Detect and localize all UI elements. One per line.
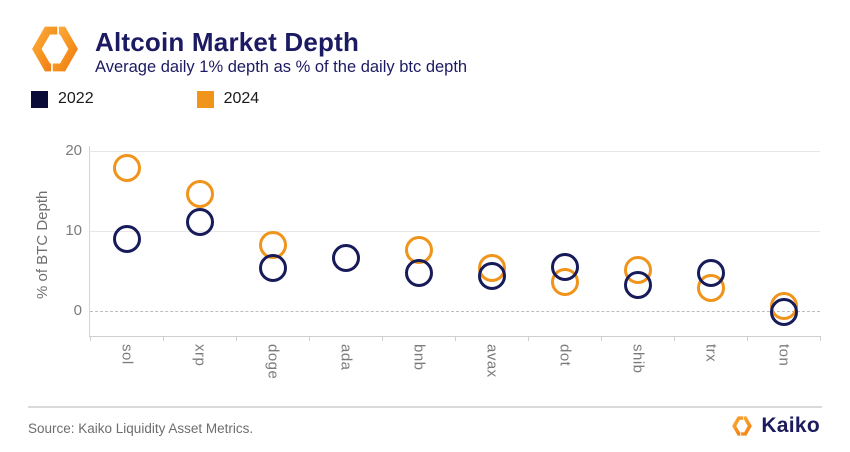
x-axis-tick (601, 337, 602, 341)
chart-legend: 2022 2024 (31, 90, 259, 108)
x-category-label-ada: ada (337, 344, 355, 371)
plot-area: 0 10 20 sol xrp doge ada bnb avax dot shib trx ton (65, 140, 821, 379)
y-tick-label-20: 20 (65, 142, 82, 159)
point-dot-2022 (551, 253, 579, 281)
point-trx-2022 (697, 259, 725, 288)
x-category-label-shib: shib (629, 344, 647, 374)
brand-wordmark: Kaiko (761, 414, 820, 437)
x-axis-tick (163, 337, 164, 341)
x-category-label-avax: avax (483, 344, 501, 378)
x-axis-tick (309, 337, 310, 341)
point-avax-2022 (478, 261, 506, 290)
point-ton-2022 (770, 297, 798, 326)
x-axis-line (89, 336, 821, 337)
y-axis-line (89, 146, 90, 336)
x-axis-tick (236, 337, 237, 341)
point-sol-2024 (113, 153, 141, 182)
y-tick-label-0: 0 (73, 302, 82, 319)
page-title: Altcoin Market Depth (95, 27, 360, 57)
x-axis-tick (90, 337, 91, 341)
x-category-label-doge: doge (264, 344, 282, 380)
page-subtitle: Average daily 1% depth as % of the daily… (95, 58, 468, 76)
x-axis-tick (528, 337, 529, 341)
x-axis-tick (820, 337, 821, 341)
x-axis-tick (747, 337, 748, 341)
brand-logo: Kaiko (730, 414, 820, 438)
x-axis-tick (382, 337, 383, 341)
point-sol-2022 (113, 225, 141, 253)
gridline-10 (90, 231, 820, 232)
legend-label: 2024 (223, 90, 260, 107)
point-ada-2022 (332, 244, 360, 273)
x-category-label-sol: sol (118, 344, 136, 365)
x-category-label-xrp: xrp (191, 344, 209, 367)
x-axis-tick (455, 337, 456, 341)
legend-swatch-2022 (31, 90, 48, 108)
point-xrp-2022 (186, 208, 214, 237)
source-note: Source: Kaiko Liquidity Asset Metrics. (28, 421, 254, 436)
gridline-20 (90, 151, 820, 152)
point-xrp-2024 (186, 180, 214, 209)
legend-item-2024: 2024 (196, 90, 260, 108)
point-bnb-2022 (405, 258, 433, 287)
point-shib-2022 (624, 270, 652, 299)
zero-gridline (90, 311, 820, 312)
legend-item-2022: 2022 (31, 90, 94, 108)
footer-divider (28, 406, 822, 408)
y-axis-label: % of BTC Depth (34, 190, 51, 300)
kaiko-logo-icon (32, 26, 78, 72)
y-tick-label-10: 10 (65, 222, 82, 239)
kaiko-logo-icon-small (732, 416, 753, 436)
point-doge-2022 (259, 253, 287, 282)
legend-label: 2022 (58, 90, 94, 107)
x-category-label-trx: trx (702, 344, 720, 363)
x-category-label-bnb: bnb (410, 344, 428, 371)
x-axis-tick (674, 337, 675, 341)
legend-swatch-2024 (196, 90, 214, 108)
x-category-label-dot: dot (556, 344, 574, 367)
x-category-label-ton: ton (775, 344, 793, 367)
